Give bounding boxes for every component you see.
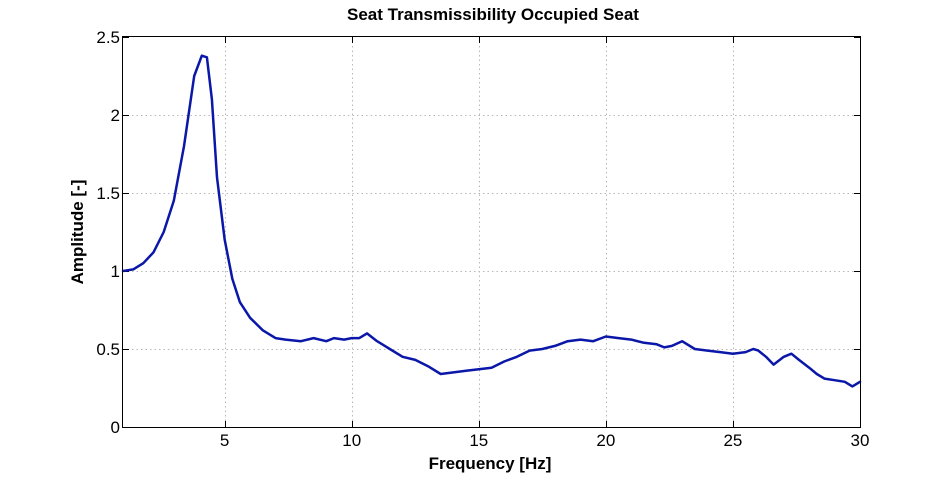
- grid-lines: [123, 37, 860, 427]
- series-line: [121, 54, 862, 388]
- series-layer: [121, 54, 862, 388]
- y-tick-label: 1.5: [96, 184, 120, 203]
- x-tick-label: 5: [220, 431, 229, 450]
- y-tick-label: 2: [111, 106, 120, 125]
- y-tick-label: 2.5: [96, 28, 120, 47]
- y-tick-label: 0.5: [96, 340, 120, 359]
- y-tick-label: 1: [111, 262, 120, 281]
- x-tick-label: 20: [596, 431, 615, 450]
- x-tick-label: 25: [723, 431, 742, 450]
- axis-ticks: 5 10 15 20 25 30 0 0.5 1 1.5 2 2.5: [96, 28, 869, 450]
- chart-title: Seat Transmissibility Occupied Seat: [347, 5, 639, 24]
- x-tick-label: 30: [851, 431, 870, 450]
- x-tick-label: 15: [469, 431, 488, 450]
- y-axis-label: Amplitude [-]: [68, 180, 87, 285]
- x-tick-label: 10: [342, 431, 361, 450]
- plot-frame: [122, 36, 861, 428]
- y-tick-label: 0: [111, 418, 120, 437]
- x-axis-label: Frequency [Hz]: [429, 454, 552, 473]
